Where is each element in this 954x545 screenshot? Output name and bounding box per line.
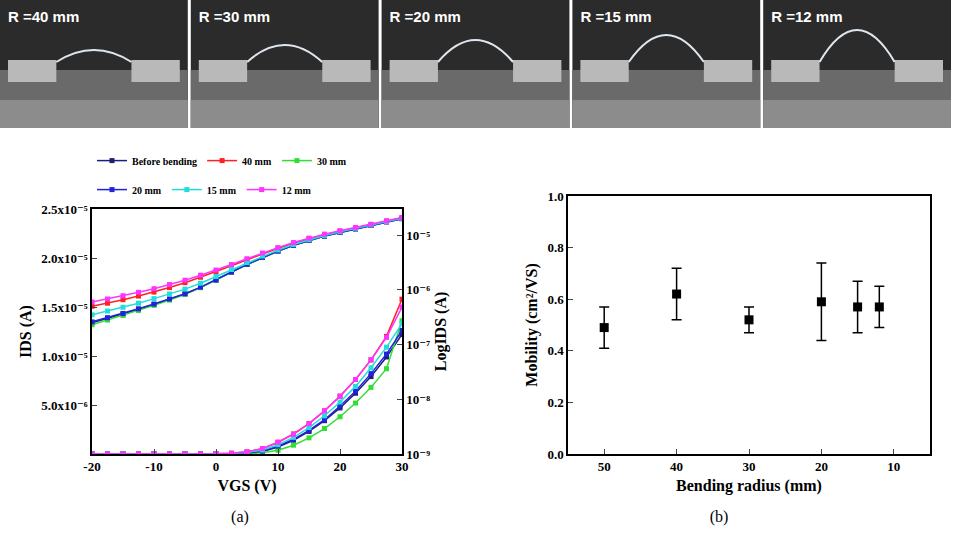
svg-text:20: 20 <box>334 459 347 474</box>
svg-text:10⁻⁹: 10⁻⁹ <box>406 447 430 462</box>
svg-text:Before bending: Before bending <box>132 156 197 167</box>
svg-text:0.8: 0.8 <box>547 240 564 255</box>
svg-text:R =20 mm: R =20 mm <box>390 8 461 25</box>
svg-text:IDS (A): IDS (A) <box>17 305 35 358</box>
svg-text:40: 40 <box>670 459 683 474</box>
svg-text:0.6: 0.6 <box>547 292 564 307</box>
svg-text:15 mm: 15 mm <box>207 185 237 196</box>
svg-text:0.0: 0.0 <box>547 447 563 462</box>
svg-text:10⁻⁶: 10⁻⁶ <box>406 282 430 297</box>
svg-text:Mobility (cm²/VS): Mobility (cm²/VS) <box>523 263 541 386</box>
svg-text:10⁻⁷: 10⁻⁷ <box>406 337 430 352</box>
html-text:(b): (b) <box>709 508 729 525</box>
svg-text:10: 10 <box>887 459 900 474</box>
svg-text:40 mm: 40 mm <box>242 156 272 167</box>
svg-text:R =15 mm: R =15 mm <box>580 8 651 25</box>
svg-text:-10: -10 <box>145 459 162 474</box>
svg-text:2.5x10⁻⁵: 2.5x10⁻⁵ <box>41 202 88 217</box>
svg-text:R =12 mm: R =12 mm <box>771 8 842 25</box>
svg-text:LogIDS (A): LogIDS (A) <box>432 292 450 372</box>
svg-text:12 mm: 12 mm <box>282 185 312 196</box>
svg-text:2.0x10⁻⁵: 2.0x10⁻⁵ <box>41 251 88 266</box>
svg-text:R =30 mm: R =30 mm <box>199 8 270 25</box>
svg-text:0.2: 0.2 <box>547 395 563 410</box>
svg-text:-20: -20 <box>83 459 100 474</box>
svg-text:10⁻⁸: 10⁻⁸ <box>406 392 430 407</box>
svg-text:1.5x10⁻⁵: 1.5x10⁻⁵ <box>41 300 88 315</box>
svg-text:Bending radius (mm): Bending radius (mm) <box>676 477 822 495</box>
svg-text:30: 30 <box>743 459 756 474</box>
svg-text:10: 10 <box>272 459 285 474</box>
svg-text:1.0: 1.0 <box>547 189 563 204</box>
svg-text:50: 50 <box>598 459 611 474</box>
svg-text:30: 30 <box>396 459 409 474</box>
svg-text:R =40 mm: R =40 mm <box>8 8 79 25</box>
html-text:(a): (a) <box>231 508 249 525</box>
svg-text:1.0x10⁻⁵: 1.0x10⁻⁵ <box>41 349 88 364</box>
svg-text:20: 20 <box>815 459 828 474</box>
svg-text:0.4: 0.4 <box>547 343 564 358</box>
svg-text:10⁻⁵: 10⁻⁵ <box>406 228 430 243</box>
svg-text:5.0x10⁻⁶: 5.0x10⁻⁶ <box>41 398 88 413</box>
svg-text:30 mm: 30 mm <box>317 156 347 167</box>
svg-text:20 mm: 20 mm <box>132 185 162 196</box>
svg-text:VGS (V): VGS (V) <box>217 477 276 495</box>
svg-text:0: 0 <box>213 459 220 474</box>
